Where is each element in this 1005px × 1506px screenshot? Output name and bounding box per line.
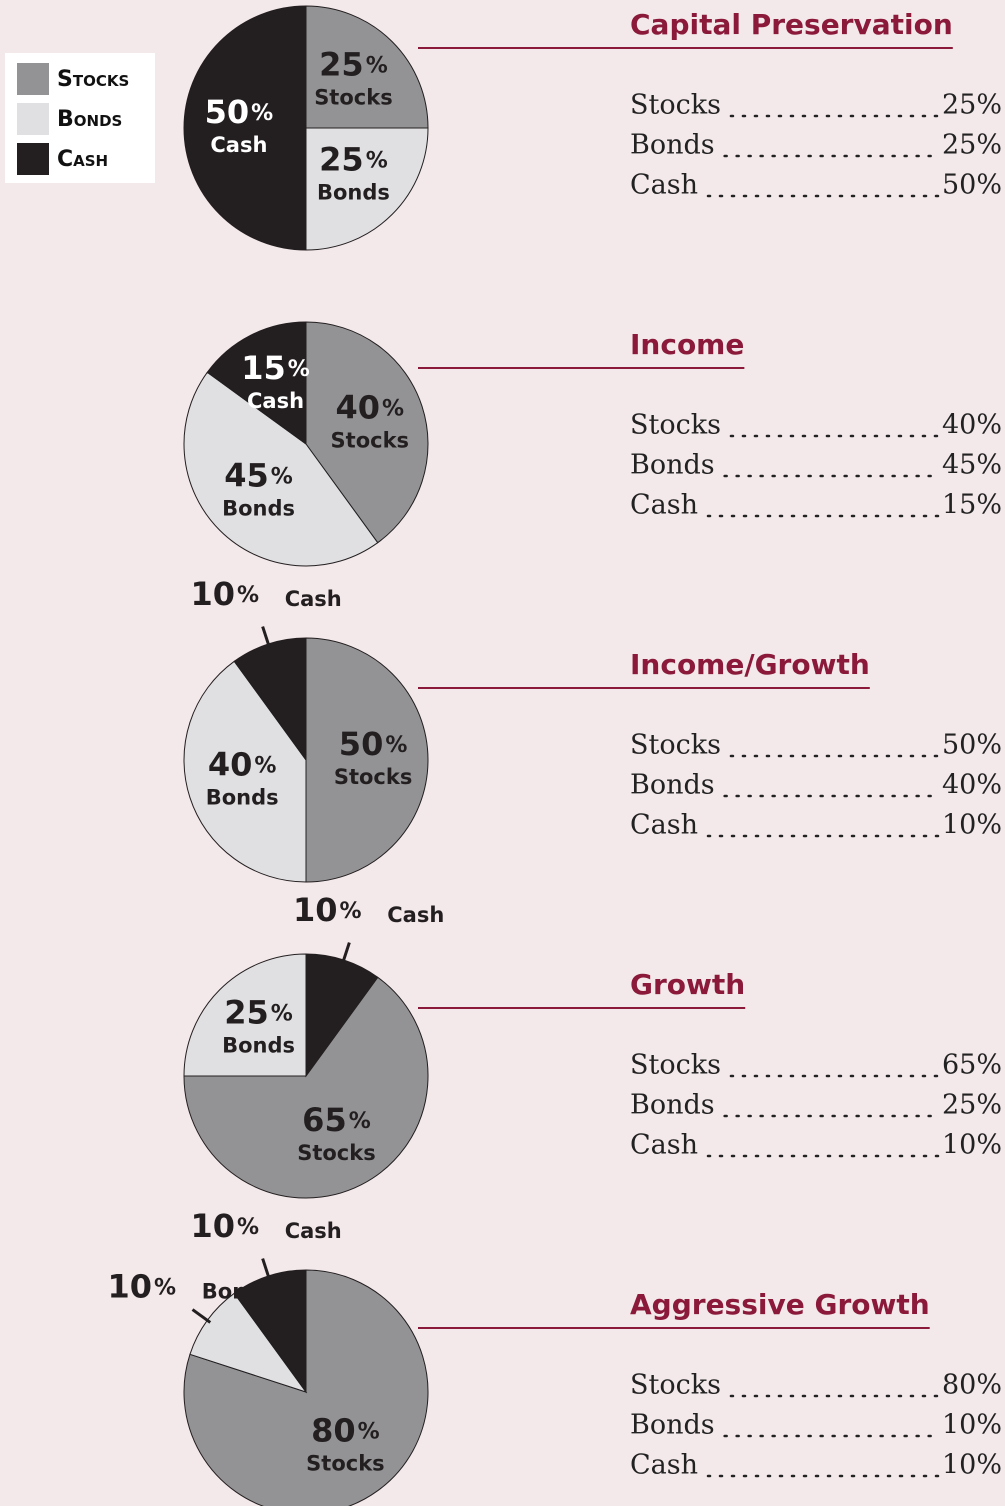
slice-category: Cash (387, 903, 444, 927)
row-value: 25% (942, 90, 1002, 121)
slice-category: Cash (210, 133, 267, 157)
slice-category: Cash (247, 389, 304, 413)
legend-swatch (17, 103, 49, 135)
pie-slice (183, 371, 379, 567)
row-label: Bonds (630, 770, 715, 801)
row-label: Stocks (630, 1050, 721, 1081)
slice-percent: 25% (319, 140, 388, 178)
slice-percent: 10% (190, 575, 259, 613)
slice-category: Stocks (331, 428, 410, 452)
slice-percent: 10% (190, 1207, 259, 1245)
row-value: 25% (942, 1090, 1002, 1121)
slice-category: Stocks (314, 86, 393, 110)
row-value: 40% (942, 770, 1002, 801)
legend-label: Cash (57, 147, 108, 172)
slice-category: Bonds (206, 786, 279, 810)
slice-percent: 10% (293, 891, 362, 929)
row-value: 65% (942, 1050, 1002, 1081)
row-value: 50% (942, 730, 1002, 761)
slice-category: Cash (285, 1219, 342, 1243)
row-label: Stocks (630, 90, 721, 121)
pie-slice (305, 637, 429, 883)
leader-line (341, 942, 351, 964)
leader-line (261, 1258, 271, 1280)
chart-title: Income (630, 328, 744, 361)
row-value: 80% (942, 1370, 1002, 1401)
row-value: 45% (942, 450, 1002, 481)
row-value: 10% (942, 1450, 1002, 1481)
row-value: 25% (942, 130, 1002, 161)
legend-swatch (17, 63, 49, 95)
pie-slice (183, 5, 307, 251)
slice-category: Bonds (317, 180, 390, 204)
pie-slice (183, 976, 429, 1199)
slice-percent: 50% (339, 725, 408, 763)
slice-percent: 65% (302, 1101, 371, 1139)
legend-label: Stocks (57, 67, 129, 92)
slice-category: Stocks (297, 1141, 376, 1165)
slice-percent: 45% (224, 456, 293, 494)
slice-percent: 50% (205, 93, 274, 131)
row-value: 10% (942, 1410, 1002, 1441)
chart-title: Growth (630, 968, 745, 1001)
chart-title: Aggressive Growth (630, 1288, 930, 1321)
row-label: Bonds (630, 1090, 715, 1121)
pie-slice (305, 321, 429, 544)
row-label: Stocks (630, 730, 721, 761)
slice-percent: 10% (107, 1267, 176, 1305)
row-value: 10% (942, 1130, 1002, 1161)
slice-category: Stocks (334, 765, 413, 789)
slice-category: Bonds (222, 1034, 295, 1058)
row-value: 10% (942, 810, 1002, 841)
row-label: Cash (630, 490, 698, 521)
row-value: 40% (942, 410, 1002, 441)
row-label: Bonds (630, 450, 715, 481)
row-label: Cash (630, 170, 698, 201)
pie-slice (183, 660, 307, 883)
slice-percent: 80% (311, 1411, 380, 1449)
pie-slice (183, 953, 307, 1077)
slice-category: Stocks (306, 1451, 385, 1475)
slice-percent: 25% (224, 994, 293, 1032)
row-label: Cash (630, 1130, 698, 1161)
slice-percent: 40% (336, 388, 405, 426)
row-label: Bonds (630, 1410, 715, 1441)
row-label: Stocks (630, 410, 721, 441)
row-label: Stocks (630, 1370, 721, 1401)
row-label: Cash (630, 810, 698, 841)
row-value: 50% (942, 170, 1002, 201)
chart-title: Income/Growth (630, 648, 870, 681)
leader-line (191, 1308, 212, 1324)
row-label: Bonds (630, 130, 715, 161)
pie-slice (305, 127, 429, 251)
legend-label: Bonds (57, 107, 122, 132)
leader-line (261, 626, 271, 648)
slice-category: Cash (285, 587, 342, 611)
slice-percent: 25% (319, 46, 388, 84)
row-value: 15% (942, 490, 1002, 521)
slice-category: Bonds (222, 496, 295, 520)
chart-title: Capital Preservation (630, 8, 953, 41)
slice-percent: 15% (241, 349, 310, 387)
slice-percent: 40% (208, 746, 277, 784)
row-label: Cash (630, 1450, 698, 1481)
pie-slice (305, 5, 429, 129)
legend-swatch (17, 143, 49, 175)
pie-slice (206, 321, 307, 445)
